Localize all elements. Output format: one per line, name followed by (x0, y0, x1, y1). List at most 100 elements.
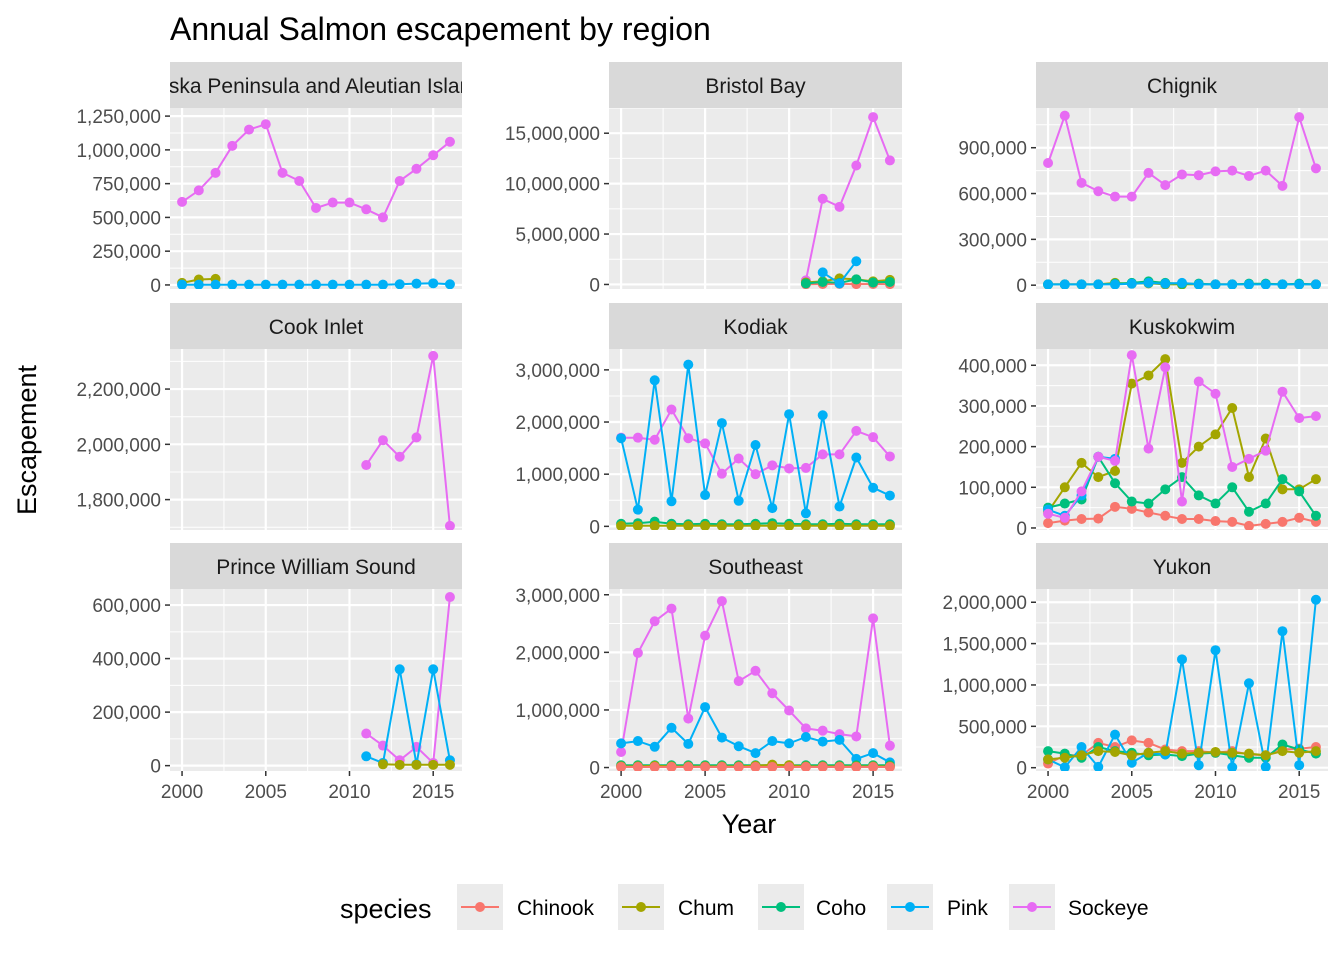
data-point-chum (868, 520, 879, 530)
data-point-chum (1243, 472, 1254, 483)
y-tick-label: 400,000 (92, 650, 161, 671)
data-point-chum (1277, 746, 1288, 757)
y-tick-label: 2,000,000 (515, 643, 600, 664)
y-tick-label: 1,250,000 (76, 107, 161, 128)
data-point-sockeye (884, 451, 895, 462)
data-point-pink (834, 278, 845, 289)
data-point-chum (716, 520, 727, 530)
facet-panel: Cook Inlet 1,800,000 2,000,000 2,200,000 (76, 303, 462, 530)
data-point-chum (1126, 378, 1137, 389)
data-point-sockeye (344, 197, 355, 208)
legend-key-point (1027, 902, 1037, 912)
data-point-sockeye (851, 731, 862, 742)
data-point-pink (377, 279, 388, 289)
legend: species Chinook Chum Coho Pink Sockeye (340, 884, 1149, 930)
data-point-sockeye (294, 175, 305, 186)
y-tick-label: 300,000 (958, 230, 1027, 251)
data-point-sockeye (1143, 443, 1154, 454)
data-point-chinook (683, 761, 694, 771)
data-point-sockeye (411, 432, 422, 443)
data-point-sockeye (1093, 451, 1104, 462)
data-point-chum (1143, 747, 1154, 758)
data-point-sockeye (767, 688, 778, 699)
data-point-pink (1059, 279, 1070, 289)
facet-panel: Alaska Peninsula and Aleutian Islands 0 25… (76, 62, 462, 297)
x-tick-label: 2000 (1027, 782, 1069, 803)
data-point-pink (666, 496, 677, 507)
data-point-sockeye (750, 665, 761, 676)
y-tick-label: 0 (1016, 276, 1027, 297)
data-point-pink (784, 738, 795, 749)
data-point-sockeye (700, 630, 711, 641)
data-point-sockeye (394, 175, 405, 186)
data-point-pink (767, 736, 778, 747)
data-point-sockeye (1277, 180, 1288, 191)
data-point-coho (1310, 510, 1321, 521)
data-point-sockeye (868, 112, 879, 123)
series-group (361, 350, 455, 530)
data-point-pink (649, 741, 660, 752)
data-point-sockeye (1110, 191, 1121, 202)
data-point-chum (1177, 457, 1187, 468)
data-point-sockeye (817, 193, 828, 204)
data-point-pink (666, 722, 677, 733)
series-group (361, 592, 455, 770)
x-tick-label: 2010 (328, 782, 370, 803)
data-point-coho (1227, 482, 1238, 493)
data-point-sockeye (311, 202, 321, 213)
y-tick-label: 5,000,000 (515, 225, 600, 246)
data-point-sockeye (1210, 388, 1221, 399)
facet-strip (1036, 303, 1328, 349)
data-point-chum (1143, 370, 1154, 381)
data-point-coho (1143, 498, 1154, 509)
y-tick-label: 0 (1016, 519, 1027, 540)
data-point-sockeye (1260, 165, 1271, 176)
data-point-coho (1160, 484, 1171, 495)
data-point-sockeye (1294, 112, 1305, 123)
data-point-coho (1243, 506, 1254, 517)
facet-panel: Chignik 0 300,000 600,000 900,000 (958, 62, 1328, 297)
data-point-chinook (1093, 513, 1104, 524)
data-point-sockeye (649, 616, 660, 627)
y-tick-label: 1,800,000 (76, 491, 161, 512)
data-point-pink (683, 738, 694, 749)
data-point-coho (1043, 746, 1054, 757)
data-point-sockeye (868, 432, 879, 443)
x-axis-label: Year (722, 809, 777, 839)
data-point-sockeye (1160, 362, 1171, 373)
y-tick-label: 1,000,000 (942, 676, 1027, 697)
facet-strip-label: Kuskokwim (1129, 316, 1235, 339)
data-point-sockeye (361, 204, 372, 215)
data-point-chum (800, 520, 811, 530)
data-point-chinook (1110, 501, 1121, 512)
data-point-pink (244, 279, 255, 289)
data-point-chum (1160, 354, 1171, 365)
data-point-chinook (649, 761, 660, 771)
legend-label: Coho (816, 897, 866, 920)
data-point-sockeye (210, 167, 221, 178)
data-point-pink (1059, 762, 1070, 771)
facet-strip (1036, 543, 1328, 589)
data-point-chum (632, 520, 643, 530)
data-point-pink (1093, 279, 1104, 289)
facet-strip (1036, 62, 1328, 108)
data-point-coho (1110, 478, 1121, 489)
y-tick-label: 3,000,000 (515, 586, 600, 607)
data-point-sockeye (1059, 512, 1070, 523)
data-point-chinook (851, 761, 862, 771)
data-point-pink (649, 375, 660, 386)
y-tick-label: 0 (150, 276, 161, 297)
data-point-pink (1110, 279, 1121, 289)
data-point-chum (377, 759, 388, 770)
data-point-chum (1227, 747, 1238, 758)
data-point-sockeye (227, 140, 238, 151)
data-point-chum (1193, 747, 1204, 758)
data-point-pink (1177, 654, 1187, 665)
data-point-pink (716, 418, 727, 429)
data-point-pink (1294, 760, 1305, 771)
data-point-sockeye (177, 196, 188, 207)
data-point-pink (1126, 278, 1137, 289)
data-point-pink (294, 279, 305, 289)
data-point-pink (1227, 762, 1238, 771)
